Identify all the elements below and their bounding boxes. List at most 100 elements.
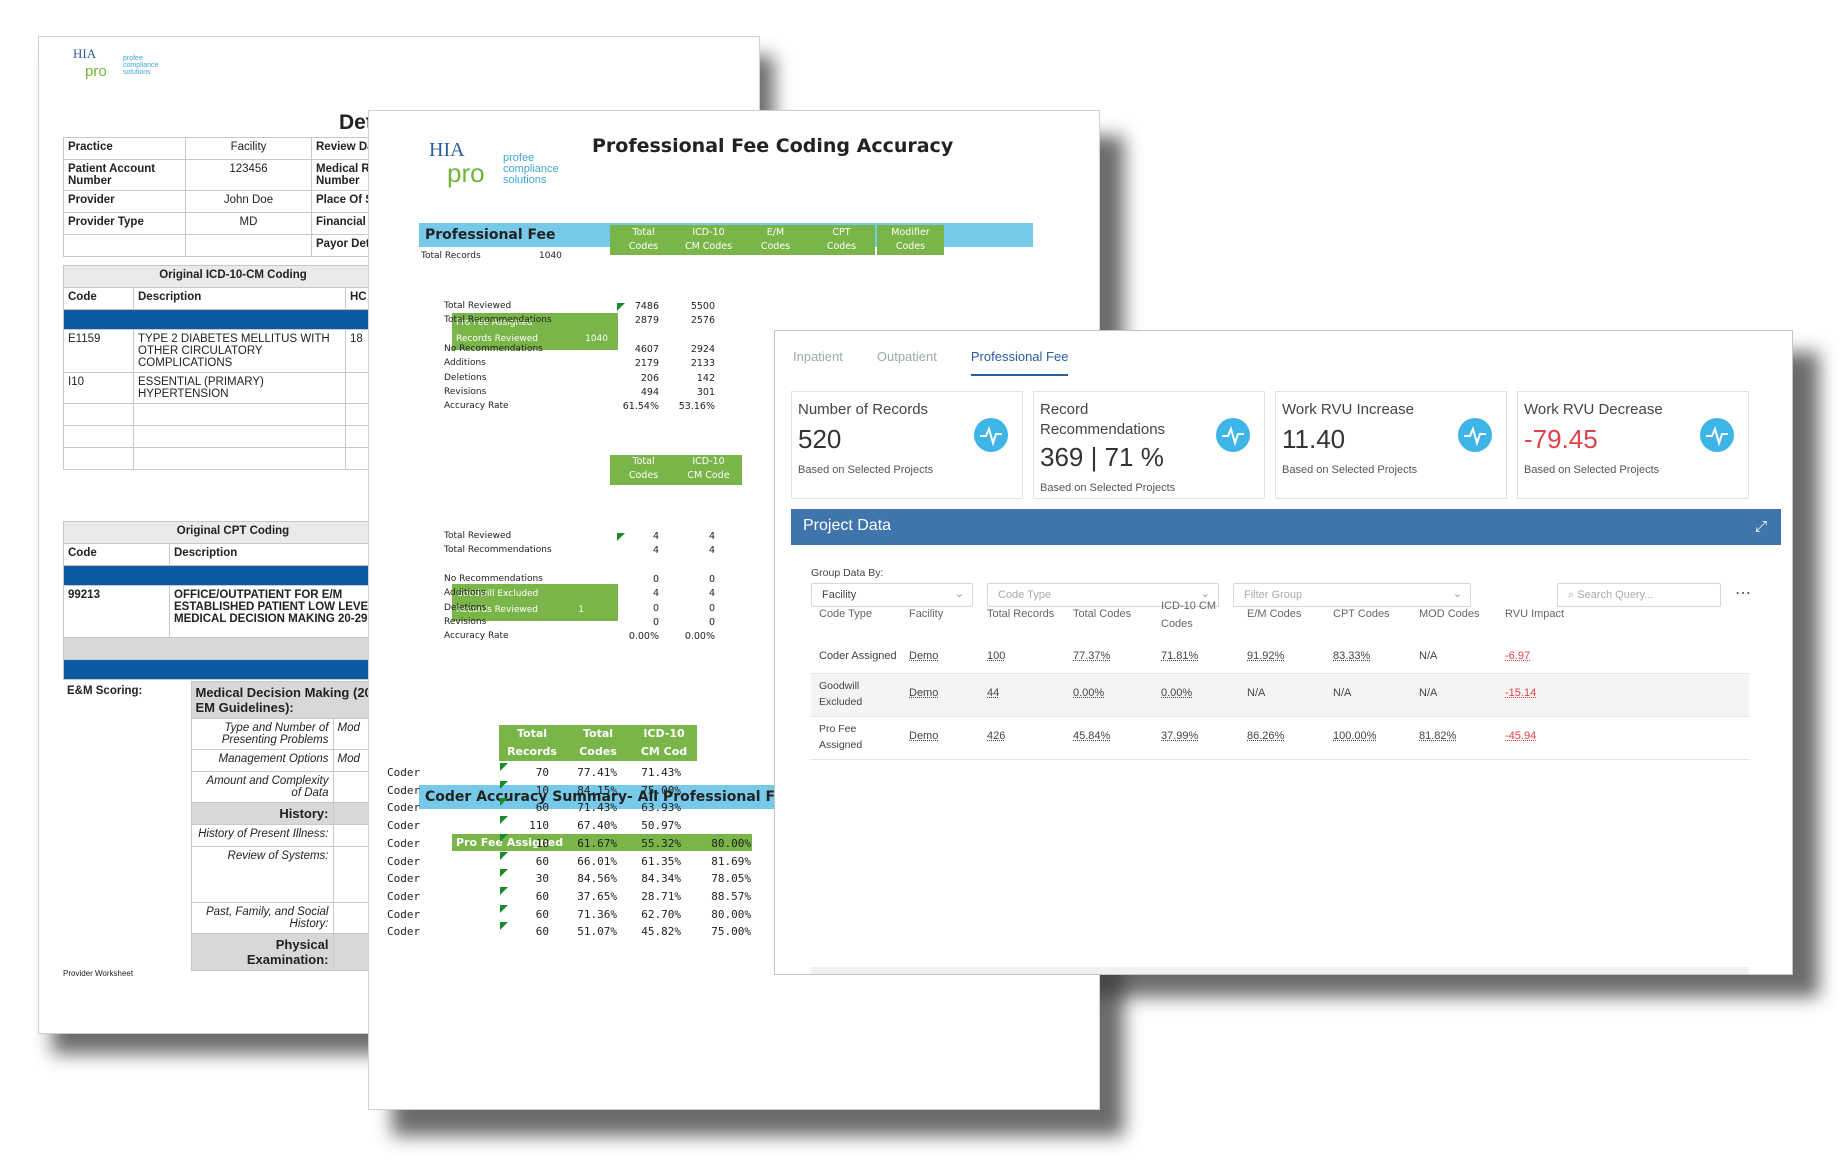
row-value: 2179 xyxy=(634,358,659,369)
code-type-select[interactable]: Code Type ⌄ xyxy=(987,583,1219,607)
row-label: Additions xyxy=(444,358,486,368)
pulse-icon xyxy=(1458,418,1492,452)
table-cell: 91.92% xyxy=(1247,650,1285,662)
icd-value: 75.00% xyxy=(641,783,681,797)
tab-bar: Inpatient Outpatient Professional Fee xyxy=(793,349,1069,376)
history-row-label: Past, Family, and Social History: xyxy=(190,902,334,934)
physical-header: Physical Examination: xyxy=(190,933,334,971)
empty-cell: – xyxy=(1247,970,1253,974)
card-note: Based on Selected Projects xyxy=(798,464,934,476)
tab-inpatient[interactable]: Inpatient xyxy=(793,349,843,364)
history-header: History: xyxy=(190,802,334,825)
coder-name: Coder xyxy=(387,907,421,921)
empty-cell: – xyxy=(987,970,993,974)
group-by-select[interactable]: Facility ⌄ xyxy=(811,583,973,607)
row-label: Additions xyxy=(444,588,486,598)
field-value: MD xyxy=(185,212,312,235)
pulse-icon xyxy=(1700,418,1734,452)
icd-value: 50.97% xyxy=(641,819,681,833)
coder-name: Coder xyxy=(387,925,421,939)
total-codes-value: 77.41% xyxy=(577,766,617,779)
column-header: MOD Codes xyxy=(1419,608,1480,620)
col-header-line: CM Cod xyxy=(640,745,688,758)
col-header-line: Codes xyxy=(826,241,857,252)
flag-icon xyxy=(617,303,625,311)
flag-icon xyxy=(500,816,508,825)
logo-pro: pro xyxy=(85,63,107,80)
table-cell: 86.26% xyxy=(1247,730,1285,742)
select-placeholder: Code Type xyxy=(998,589,1052,601)
worksheet-title: Det xyxy=(339,111,373,134)
total-codes-value: 84.15% xyxy=(577,783,617,797)
history-row-label: History of Present Illness: xyxy=(190,824,334,847)
row-label: Accuracy Rate xyxy=(444,401,509,411)
panel-title: Project Data xyxy=(803,517,892,534)
col-header-line: Records xyxy=(507,745,557,758)
records-value: 60 xyxy=(535,801,549,815)
blue-divider xyxy=(63,309,403,330)
icd-value: 63.93% xyxy=(641,801,681,815)
tab-outpatient[interactable]: Outpatient xyxy=(876,349,937,364)
tab-professional-fee[interactable]: Professional Fee xyxy=(970,349,1069,376)
block-header: Pro Fee Assigned Records Reviewed 1040 xyxy=(452,313,618,350)
more-options-icon[interactable]: ⋯ xyxy=(1735,585,1751,602)
chevron-down-icon: ⌄ xyxy=(1452,588,1462,600)
row-value: 2576 xyxy=(690,315,715,326)
coder-name: Coder xyxy=(387,819,421,833)
column-header: Code xyxy=(63,543,170,566)
field-value: Facility xyxy=(185,137,312,160)
flag-icon xyxy=(500,798,508,807)
logo-line: profee xyxy=(503,152,535,164)
icd-value: 45.82% xyxy=(641,925,681,939)
field-value: John Doe xyxy=(185,190,312,213)
desc-cell: OFFICE/OUTPATIENT FOR E/M ESTABLISHED PA… xyxy=(169,585,403,638)
row-value: 2879 xyxy=(634,315,659,326)
rvu-impact-cell: -15.14 xyxy=(1505,687,1537,699)
table-cell: N/A xyxy=(1333,687,1352,699)
row-value: 5500 xyxy=(690,301,715,312)
col-header-line: Codes xyxy=(579,745,617,758)
column-header: RVU Impact xyxy=(1505,608,1565,620)
table-cell: Demo xyxy=(909,687,939,699)
flag-icon xyxy=(500,780,508,789)
row-value: 0 xyxy=(708,603,715,614)
table-cell: N/A xyxy=(1419,687,1438,699)
table-row[interactable]: Coder Assigned Demo 100 77.37% 71.81% 91.92% 8… xyxy=(811,637,1749,674)
col-header: Modifier Codes xyxy=(877,225,944,255)
row-value: 0.00% xyxy=(684,631,715,642)
col-header-line: Codes xyxy=(628,470,659,481)
table-cell: 83.33% xyxy=(1333,650,1371,662)
search-input[interactable]: ⌕ Search Query... xyxy=(1557,583,1721,607)
coder-name: Coder xyxy=(387,766,421,779)
table-footer-row: –––––––– xyxy=(811,967,1749,974)
icd-value: 84.34% xyxy=(641,872,681,886)
card-value: 11.40 xyxy=(1282,424,1346,454)
desc-cell: TYPE 2 DIABETES MELLITUS WITH OTHER CIRC… xyxy=(133,329,346,373)
grey-divider xyxy=(63,637,403,660)
column-header: Description xyxy=(133,287,346,310)
reviewed-value: 1 xyxy=(578,605,584,615)
row-value: 494 xyxy=(640,387,659,398)
coder-name: Coder xyxy=(387,783,421,797)
row-value: 0.00% xyxy=(628,631,659,642)
row-label: Total Recommendations xyxy=(444,315,552,325)
table-row[interactable]: Goodwill Excluded Demo 44 0.00% 0.00% N/A N/A N… xyxy=(811,674,1749,717)
logo-line: profee xyxy=(123,55,143,62)
records-value: 60 xyxy=(535,889,549,903)
empty-cell: – xyxy=(1073,970,1079,974)
filter-group-select[interactable]: Filter Group ⌄ xyxy=(1233,583,1471,607)
expand-icon[interactable]: ⤢ xyxy=(1754,518,1767,535)
row-value: 2924 xyxy=(690,344,715,355)
column-header: Total Codes xyxy=(1073,608,1132,620)
table-row[interactable]: Pro Fee Assigned Demo 426 45.84% 37.99% 86.26… xyxy=(811,717,1749,760)
card-note: Based on Selected Projects xyxy=(1040,482,1176,494)
icd-table: Original ICD-10-CM Coding Code Descriptio… xyxy=(63,265,403,470)
empty-cell: – xyxy=(811,970,817,974)
column-header: Code Type xyxy=(819,608,873,620)
icd-value: 71.43% xyxy=(641,766,681,779)
hia-pro-logo: HIA pro profee compliance solutions xyxy=(429,139,559,187)
history-row-label: Review of Systems: xyxy=(190,846,334,903)
col-header: ICD-10 CM Codes xyxy=(675,225,742,255)
table-cell: 44 xyxy=(987,687,1000,699)
blue-divider xyxy=(63,565,403,586)
